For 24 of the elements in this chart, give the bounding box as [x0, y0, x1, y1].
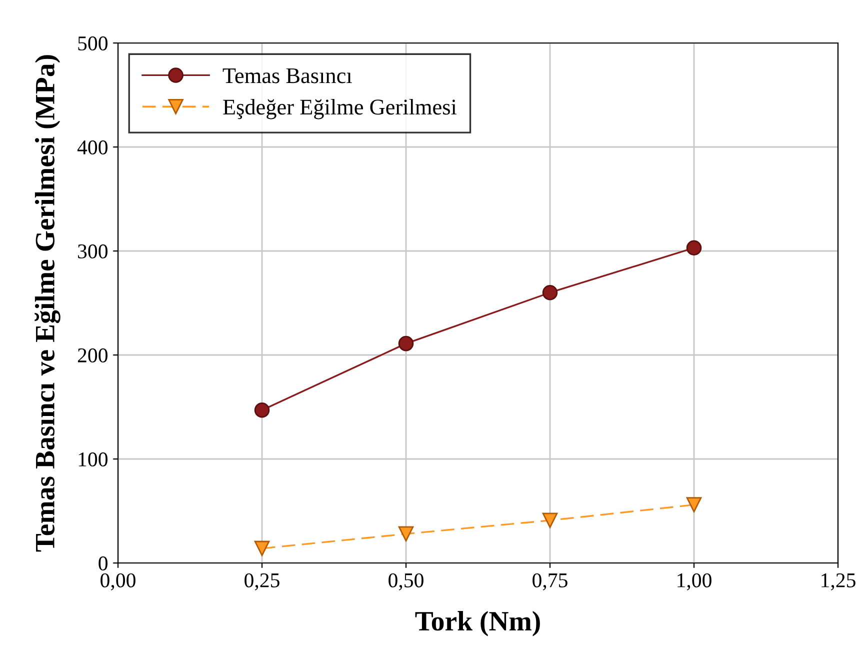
point: [686, 240, 702, 256]
x-tick-label: 1,25: [822, 573, 856, 590]
legend-label: Eşdeğer Eğilme Gerilmesi: [223, 98, 457, 120]
x-tick-label: 0,50: [388, 573, 424, 590]
y-tick-label: 200: [78, 348, 108, 362]
point: [398, 336, 414, 352]
point: [542, 284, 558, 300]
point: [398, 526, 414, 542]
y-axis-title: Temas Basıncı ve Eğilme Gerilmesi (MPa): [34, 55, 60, 552]
point: [686, 497, 702, 512]
legend-label: Temas Basıncı: [222, 68, 352, 84]
x-tick-label: 1,00: [678, 573, 712, 590]
y-tick-label: 100: [78, 452, 108, 466]
x-tick-label: 0,00: [100, 573, 136, 590]
y-tick-label: 400: [77, 140, 108, 154]
x-tick-label: 0,75: [532, 573, 568, 590]
x-axis-title: Tork (Nm): [415, 611, 540, 636]
x-tick-label: 0,25: [244, 573, 280, 590]
y-tick-label: 0: [98, 556, 108, 570]
y-tick-label: 300: [78, 244, 108, 258]
point: [542, 512, 558, 528]
y-tick-label: 500: [78, 36, 108, 50]
point: [254, 402, 270, 418]
point: [254, 540, 270, 556]
